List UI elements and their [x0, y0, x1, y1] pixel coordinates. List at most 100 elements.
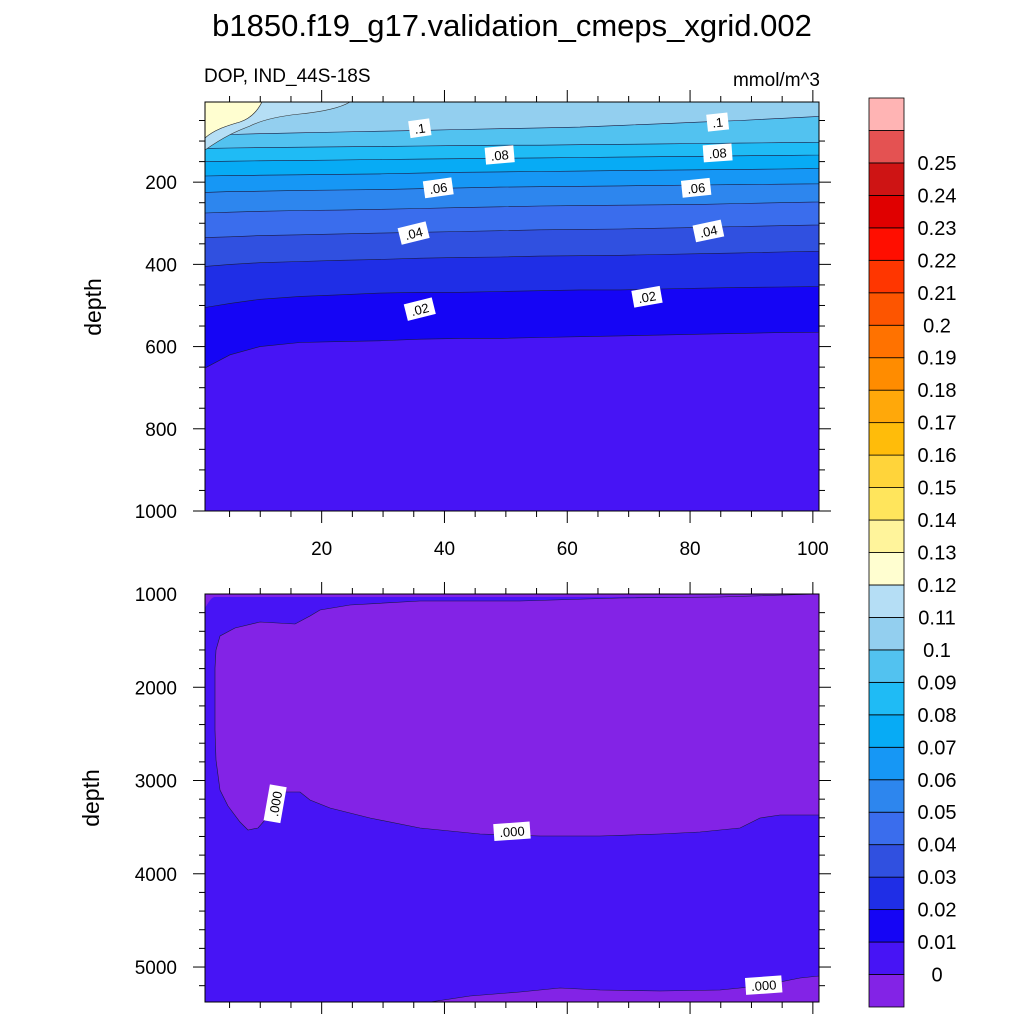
contour-band-9: [205, 102, 819, 136]
upper-contour-label-5: .06: [680, 177, 712, 198]
deep-zero-region: [214, 594, 819, 837]
colorbar-label-3: 0.03: [918, 867, 957, 889]
variable-label: DOP, IND_44S-18S: [204, 66, 371, 87]
upper-depth-panel: 20 40 60 80 100 200 400 600 800 1000 .1 .1 .08 .08 .0…: [80, 90, 831, 560]
colorbar-label-14: 0.14: [918, 510, 957, 532]
colorbar-label-8: 0.08: [918, 705, 957, 727]
lower-contour-label-2-text: .000: [751, 977, 777, 994]
colorbar-swatch-19: [868, 357, 905, 391]
upper-contour-label-6-bg: [397, 221, 430, 245]
lower-contour-label-0-text: .000: [266, 790, 285, 818]
upper-y-tick-label-400: 400: [145, 255, 177, 276]
lower-y-tick-label-2000: 2000: [135, 678, 177, 699]
lower-contour-label-1-text: .000: [499, 823, 525, 840]
upper-y-axis-label: depth: [80, 278, 106, 336]
upper-x-tick-label-20: 20: [311, 539, 332, 560]
colorbar-label-21: 0.21: [918, 283, 957, 305]
colorbar-swatch-16: [868, 454, 905, 488]
colorbar-label-16: 0.16: [918, 445, 957, 467]
lower-y-tick-label-4000: 4000: [135, 865, 177, 886]
upper-contour-label-6-text: .04: [403, 224, 424, 243]
colorbar-swatch-7: [868, 746, 905, 781]
lower-contour-label-2: .000: [744, 975, 783, 995]
upper-contour-label-2-bg: [484, 145, 515, 165]
colorbar-label-22: 0.22: [918, 250, 957, 272]
lower-contour-fills: [205, 594, 819, 1002]
colorbar-swatch-6: [868, 779, 905, 813]
deep-thin-strip: [205, 594, 819, 608]
colorbar-swatch-8: [868, 714, 905, 748]
upper-axis-ticks: 20 40 60 80 100 200 400 600 800 1000: [135, 90, 831, 560]
colorbar-label-13: 0.13: [918, 543, 957, 565]
colorbar-swatch-23: [868, 227, 905, 261]
upper-contour-label-9-text: .02: [637, 288, 657, 306]
upper-x-tick-label-60: 60: [557, 539, 578, 560]
colorbar-label-7: 0.07: [918, 737, 957, 759]
upper-y-tick-label-200: 200: [145, 173, 177, 194]
upper-contour-label-8: .02: [403, 297, 436, 321]
lower-contour-label-1-bg: [493, 821, 531, 842]
colorbar-label-17: 0.17: [918, 413, 957, 435]
upper-contour-labels: .1 .1 .08 .08 .06 .06 .04 .04 .02 .02: [397, 112, 733, 321]
colorbar-swatch-12: [868, 584, 905, 618]
upper-contour-label-9: .02: [631, 285, 663, 308]
colorbar-swatch-21: [868, 292, 905, 326]
lower-y-axis-label: depth: [78, 769, 104, 827]
upper-plot-frame: [204, 101, 820, 512]
upper-contour-label-1-bg: [706, 112, 730, 132]
colorbar-swatch-4: [868, 844, 905, 878]
colorbar-label-11: 0.11: [918, 607, 955, 629]
upper-contour-label-9-bg: [631, 285, 663, 308]
upper-contour-label-1-text: .1: [712, 115, 724, 131]
upper-contour-label-4-bg: [422, 177, 454, 199]
colorbar-label-6: 0.06: [918, 770, 957, 792]
upper-contour-label-7: .04: [692, 219, 725, 243]
colorbar-swatch-22: [868, 259, 905, 294]
colorbar-swatch-3: [868, 876, 905, 911]
lower-contour-label-0-bg: [263, 784, 287, 824]
upper-contour-label-5-text: .06: [686, 180, 706, 197]
lower-y-tick-label-1000: 1000: [135, 585, 177, 606]
colorbar-label-5: 0.05: [918, 802, 957, 824]
chart-title: b1850.f19_g17.validation_cmeps_xgrid.002: [212, 8, 812, 43]
colorbar-label-2: 0.02: [918, 900, 957, 922]
upper-y-tick-label-1000: 1000: [135, 502, 177, 523]
colorbar-swatch-1: [868, 941, 905, 975]
upper-x-tick-label-40: 40: [434, 539, 455, 560]
colorbar-swatch-5: [868, 811, 905, 846]
colorbar-label-1: 0.01: [918, 932, 957, 954]
colorbar-swatch-10: [868, 649, 905, 683]
colorbar-label-15: 0.15: [918, 478, 957, 500]
upper-contour-label-4-text: .06: [428, 180, 448, 197]
colorbar-swatch-25: [868, 162, 905, 196]
units-label: mmol/m^3: [733, 70, 820, 91]
lower-contour-label-0: .000: [263, 784, 287, 824]
upper-contour-label-1: .1: [706, 112, 730, 132]
colorbar-label-24: 0.24: [918, 185, 957, 207]
colorbar-swatch-26: [868, 130, 905, 164]
upper-contour-fills: [205, 102, 819, 511]
lower-contour-label-1: .000: [493, 821, 531, 842]
colorbar-label-4: 0.04: [918, 835, 957, 857]
upper-contour-label-8-text: .02: [409, 300, 430, 319]
colorbar-swatch-18: [868, 389, 905, 424]
lower-contour-labels: .000 .000 .000: [263, 784, 783, 995]
upper-contour-label-4: .06: [422, 177, 454, 199]
colorbar-swatch-15: [868, 487, 905, 521]
colorbar-label-12: 0.12: [918, 575, 957, 597]
upper-contour-label-2: .08: [484, 145, 515, 165]
colorbar-swatch-0: [868, 974, 905, 1008]
colorbar-swatch-27: [868, 97, 905, 131]
upper-contour-label-3: .08: [702, 143, 733, 163]
upper-contour-label-2-text: .08: [490, 147, 509, 164]
upper-x-tick-label-80: 80: [679, 539, 700, 560]
colorbar-label-25: 0.25: [918, 153, 957, 175]
colorbar: 0 0.01 0.02 0.03 0.04 0.05 0.06 0.07 0.08 0.09 0.1…: [868, 97, 957, 1008]
colorbar-swatch-24: [868, 194, 905, 229]
colorbar-swatch-11: [868, 617, 905, 651]
colorbar-label-9: 0.09: [918, 672, 957, 694]
colorbar-swatch-2: [868, 909, 905, 943]
upper-y-tick-label-800: 800: [145, 420, 177, 441]
lower-axis-ticks: 1000 2000 3000 4000 5000: [135, 582, 831, 1014]
